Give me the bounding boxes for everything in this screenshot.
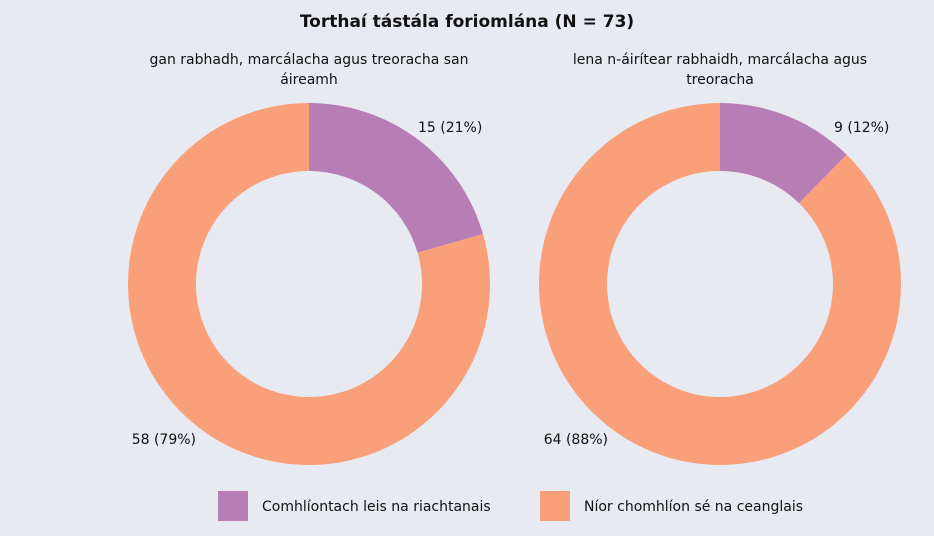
value-label: 15 (21%): [418, 120, 482, 136]
legend-swatch: [540, 491, 570, 521]
value-label: 9 (12%): [834, 120, 889, 136]
value-label: 58 (79%): [132, 432, 196, 448]
legend-swatch: [218, 491, 248, 521]
chart-title: Torthaí tástála foriomlána (N = 73): [300, 12, 634, 32]
donut-slice: [720, 103, 847, 204]
legend-label: Comhlíontach leis na riachtanais: [262, 499, 491, 515]
donut-slice: [309, 103, 483, 253]
legend-label: Níor chomhlíon sé na ceanglais: [584, 499, 803, 515]
donut-slice: [539, 103, 902, 465]
subtitle: áireamh: [280, 72, 338, 88]
value-label: 64 (88%): [544, 432, 608, 448]
subtitle: lena n-áirítear rabhaidh, marcálacha agu…: [573, 52, 867, 68]
donut-slice: [128, 103, 490, 466]
subtitle: gan rabhadh, marcálacha agus treoracha s…: [149, 52, 468, 68]
subtitle: treoracha: [686, 72, 754, 88]
